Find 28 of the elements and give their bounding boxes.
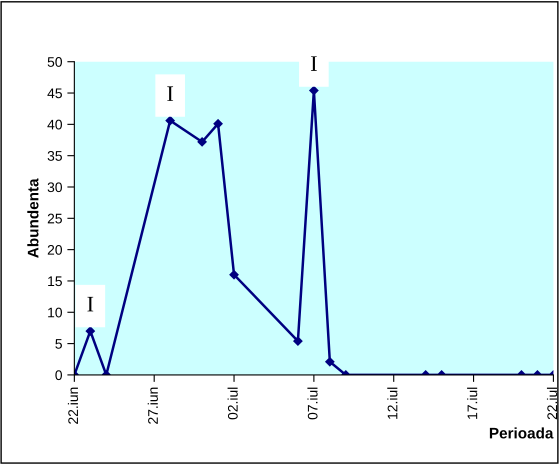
y-tick-label: 10	[48, 308, 62, 318]
y-tick-label: 35	[48, 151, 62, 161]
y-tick-label: 15	[48, 276, 62, 286]
y-tick-label: 25	[48, 214, 62, 224]
y-tick-label: 50	[48, 57, 62, 67]
y-axis-title: Abundenta	[27, 178, 39, 258]
annotation: I	[167, 86, 174, 101]
point	[197, 137, 207, 147]
x-tick-label: 22.iun	[68, 388, 78, 424]
x-axis-title: Perioada	[490, 427, 554, 439]
point	[229, 270, 239, 280]
y-tick-label: 5	[55, 339, 62, 349]
x-tick-label: 07.iul	[307, 388, 318, 420]
point	[309, 86, 319, 96]
y-tick-label: 45	[47, 88, 62, 98]
point	[213, 119, 223, 128]
annotation: I	[310, 56, 317, 71]
annotation: I	[87, 296, 94, 312]
x-tick-label: 22.iul	[546, 388, 558, 420]
x-tick-label: 12.iul	[387, 388, 398, 419]
y-tick-label: 20	[48, 244, 62, 255]
y-tick-label: 40	[47, 120, 62, 130]
point	[166, 116, 175, 126]
x-tick-label: 02.iul	[228, 388, 238, 420]
x-tick-label: 27.iun	[148, 388, 158, 424]
x-tick-label: 17.iul	[467, 388, 478, 419]
y-tick-label: 30	[48, 182, 62, 192]
y-tick-label: 0	[55, 370, 62, 380]
